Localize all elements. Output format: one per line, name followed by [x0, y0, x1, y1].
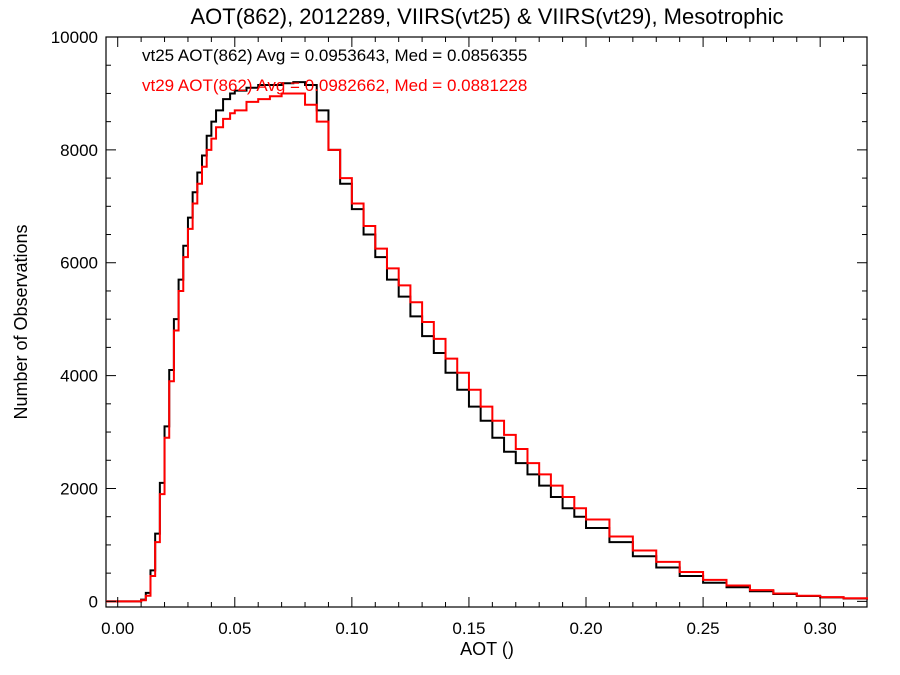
x-tick-label: 0.10 — [335, 619, 368, 638]
y-tick-label: 8000 — [60, 141, 98, 160]
x-tick-label: 0.30 — [804, 619, 837, 638]
plot-area — [105, 36, 868, 608]
y-tick-label: 6000 — [60, 254, 98, 273]
chart-title: AOT(862), 2012289, VIIRS(vt25) & VIIRS(v… — [190, 4, 783, 29]
y-tick-label: 4000 — [60, 367, 98, 386]
y-tick-label: 0 — [89, 592, 98, 611]
series-line-1 — [106, 92, 868, 603]
annotation-vt25: vt25 AOT(862) Avg = 0.0953643, Med = 0.0… — [142, 46, 527, 65]
series-layer — [106, 81, 868, 603]
x-tick-label: 0.00 — [101, 619, 134, 638]
x-tick-label: 0.25 — [687, 619, 720, 638]
plot-frame — [105, 36, 868, 608]
y-tick-label: 2000 — [60, 479, 98, 498]
x-tick-label: 0.15 — [452, 619, 485, 638]
x-tick-label: 0.05 — [218, 619, 251, 638]
x-axis-label: AOT () — [460, 639, 514, 659]
x-tick-label: 0.20 — [569, 619, 602, 638]
y-axis: 0 2000 4000 6000 8000 10000 — [51, 28, 867, 611]
y-axis-label: Number of Observations — [11, 224, 31, 419]
annotation-vt29: vt29 AOT(862) Avg = 0.0982662, Med = 0.0… — [142, 76, 527, 95]
x-axis: 0.00 0.05 0.10 0.15 0.20 0.25 0.30 — [101, 37, 868, 638]
y-tick-label: 10000 — [51, 28, 98, 47]
series-line-0 — [106, 81, 868, 603]
